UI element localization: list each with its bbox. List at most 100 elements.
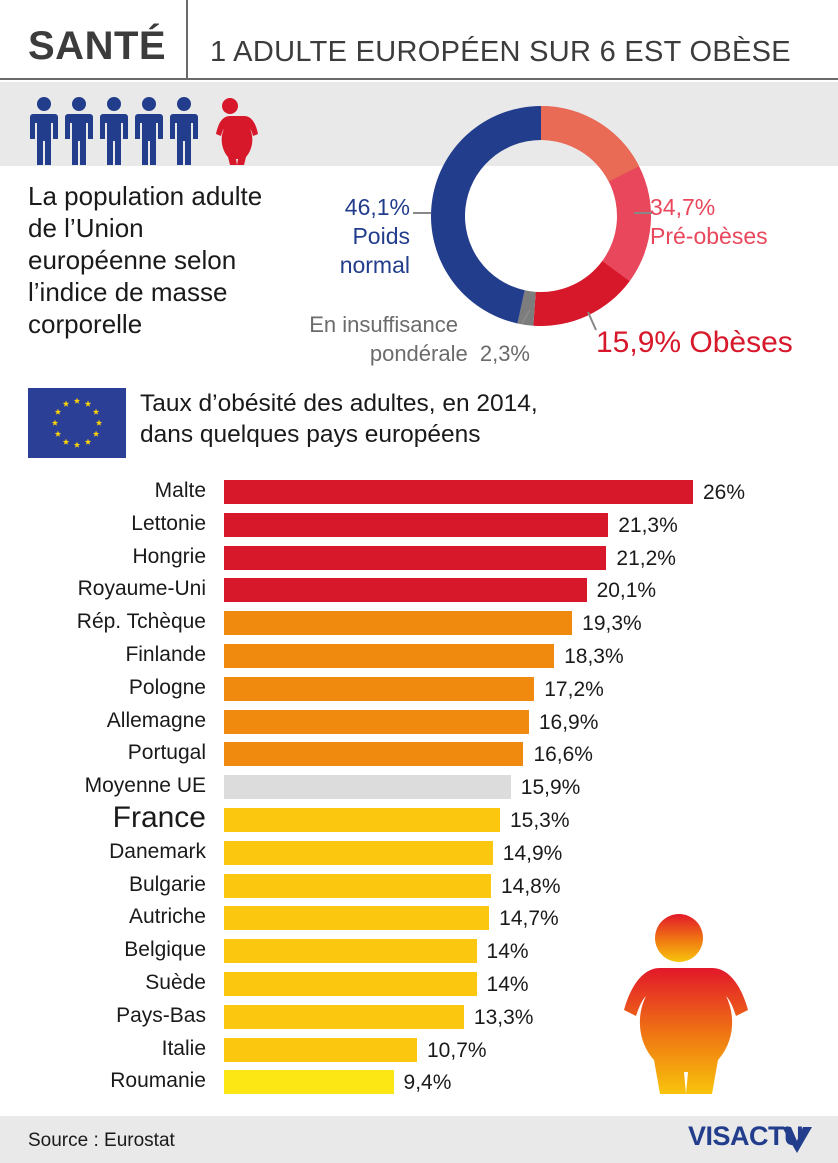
brand-logo-mark-icon	[782, 1127, 812, 1153]
bar	[224, 906, 490, 931]
bar-label: Finlande	[125, 643, 206, 666]
bar-value-label: 18,3%	[564, 645, 624, 668]
donut-chart	[413, 106, 652, 331]
bar-value-label: 17,2%	[544, 677, 604, 701]
bar	[224, 1037, 417, 1062]
bar-chart: Malte 26% Lettonie 21,3% Hongrie 21,2% Royaume…	[0, 476, 838, 1106]
label-underweight: En insuffisance pondérale 2,3%	[250, 310, 530, 368]
person-icon	[30, 97, 58, 165]
people-icons	[30, 97, 258, 165]
label-under-line2: pondérale 2,3%	[250, 339, 530, 368]
bar	[224, 644, 555, 668]
bar	[224, 742, 524, 767]
bar-value-label: 19,3%	[582, 612, 642, 636]
bar	[224, 1004, 464, 1029]
bar-value-label: 20,1%	[596, 579, 657, 603]
bar-label: Malte	[154, 479, 206, 502]
leader-line-obese	[587, 311, 597, 331]
bars-title-line1: Taux d’obésité des adultes, en 2014,	[140, 390, 538, 417]
star-icon	[62, 400, 70, 407]
bar	[224, 873, 491, 898]
person-icon	[170, 97, 198, 165]
bar-value-label: 16,9%	[538, 710, 599, 734]
bar-label: Roumanie	[110, 1069, 206, 1093]
bar-label: Danemark	[109, 839, 206, 863]
bar-label: Allemagne	[106, 708, 206, 732]
bar	[224, 939, 477, 964]
star-icon	[95, 419, 103, 426]
label-under-text: En insuffisance	[309, 312, 458, 337]
header-rule	[0, 78, 838, 80]
obese-figure-icon	[624, 914, 748, 1094]
label-pre-text: Pré-obèses	[650, 223, 768, 249]
bar	[224, 972, 477, 996]
bar-value-label: 14,8%	[500, 874, 561, 898]
bar-value-label: 13,3%	[473, 1005, 534, 1029]
bar-value-label: 26%	[703, 481, 746, 504]
label-obese: 15,9% Obèses	[596, 326, 793, 359]
footer	[0, 1116, 838, 1163]
donut-slice-pre-obese-highlight	[541, 106, 640, 182]
person-icon	[135, 97, 163, 165]
label-under-text2: pondérale	[369, 341, 468, 366]
source-text: Source : Eurostat	[28, 1130, 175, 1151]
bar-value-label: 9,4%	[403, 1071, 452, 1095]
bar-label: Moyenne UE	[84, 774, 206, 798]
bar	[224, 480, 693, 504]
label-normal: 46,1% Poids normal	[300, 193, 410, 280]
star-icon	[51, 419, 59, 426]
bar-label: Royaume-Uni	[77, 577, 206, 601]
star-icon	[54, 408, 62, 415]
bar-value-label: 14%	[486, 973, 529, 996]
bar-label: Italie	[161, 1036, 206, 1060]
label-normal-text: Poids normal	[339, 223, 410, 278]
label-pre-obese: 34,7% Pré-obèses	[650, 193, 768, 251]
bar-label: France	[112, 801, 206, 834]
star-icon	[54, 430, 62, 437]
bar-value-label: 14,9%	[502, 841, 563, 865]
bar-value-label: 21,3%	[618, 513, 678, 537]
bar	[224, 611, 573, 636]
bar	[224, 578, 587, 603]
bar	[224, 512, 609, 537]
bar-value-label: 14,7%	[499, 907, 559, 931]
header: SANTÉ 1 ADULTE EUROPÉEN SUR 6 EST OBÈSE	[0, 0, 838, 80]
leader-line-underweight	[521, 309, 531, 324]
star-icon	[84, 438, 92, 445]
bar-label: Rép. Tchèque	[76, 610, 206, 634]
bar-label: Autriche	[128, 905, 206, 929]
eu-flag-icon	[28, 388, 126, 458]
bar	[224, 1070, 394, 1095]
category-title: SANTÉ	[28, 24, 167, 68]
person-icon	[65, 97, 93, 165]
label-pre-pct: 34,7%	[650, 194, 716, 220]
bar-label: Suède	[145, 971, 206, 994]
label-obese-text: % Obèses	[654, 326, 793, 359]
bar	[224, 676, 535, 701]
bar	[224, 775, 511, 800]
bar-label: Pays-Bas	[116, 1003, 206, 1027]
donut-slice-normal	[431, 106, 541, 324]
bar	[224, 709, 529, 734]
bar-label: Bulgarie	[128, 872, 206, 896]
donut-slice-obese	[533, 260, 630, 327]
bar-value-label: 21,2%	[616, 546, 676, 570]
label-under-pct: 2,3%	[479, 341, 530, 366]
star-icon	[62, 438, 70, 445]
label-obese-pct: 15,9	[596, 326, 655, 359]
bar-label: Hongrie	[132, 544, 206, 568]
header-divider	[186, 0, 188, 80]
bar-value-label: 10,7%	[427, 1038, 487, 1062]
bar-value-label: 15,9%	[520, 776, 581, 800]
bars-title: Taux d’obésité des adultes, en 2014, dan…	[140, 388, 538, 450]
label-normal-pct: 46,1%	[344, 194, 410, 220]
donut-slice-underweight	[517, 290, 536, 326]
star-icon	[92, 408, 100, 415]
bar-label: Belgique	[124, 938, 206, 962]
person-icon	[100, 97, 128, 165]
bar-value-label: 15,3%	[509, 809, 570, 832]
bar-label: Pologne	[128, 675, 206, 699]
star-icon	[92, 430, 100, 437]
bar-value-label: 14%	[486, 940, 529, 964]
star-icon	[73, 441, 81, 448]
